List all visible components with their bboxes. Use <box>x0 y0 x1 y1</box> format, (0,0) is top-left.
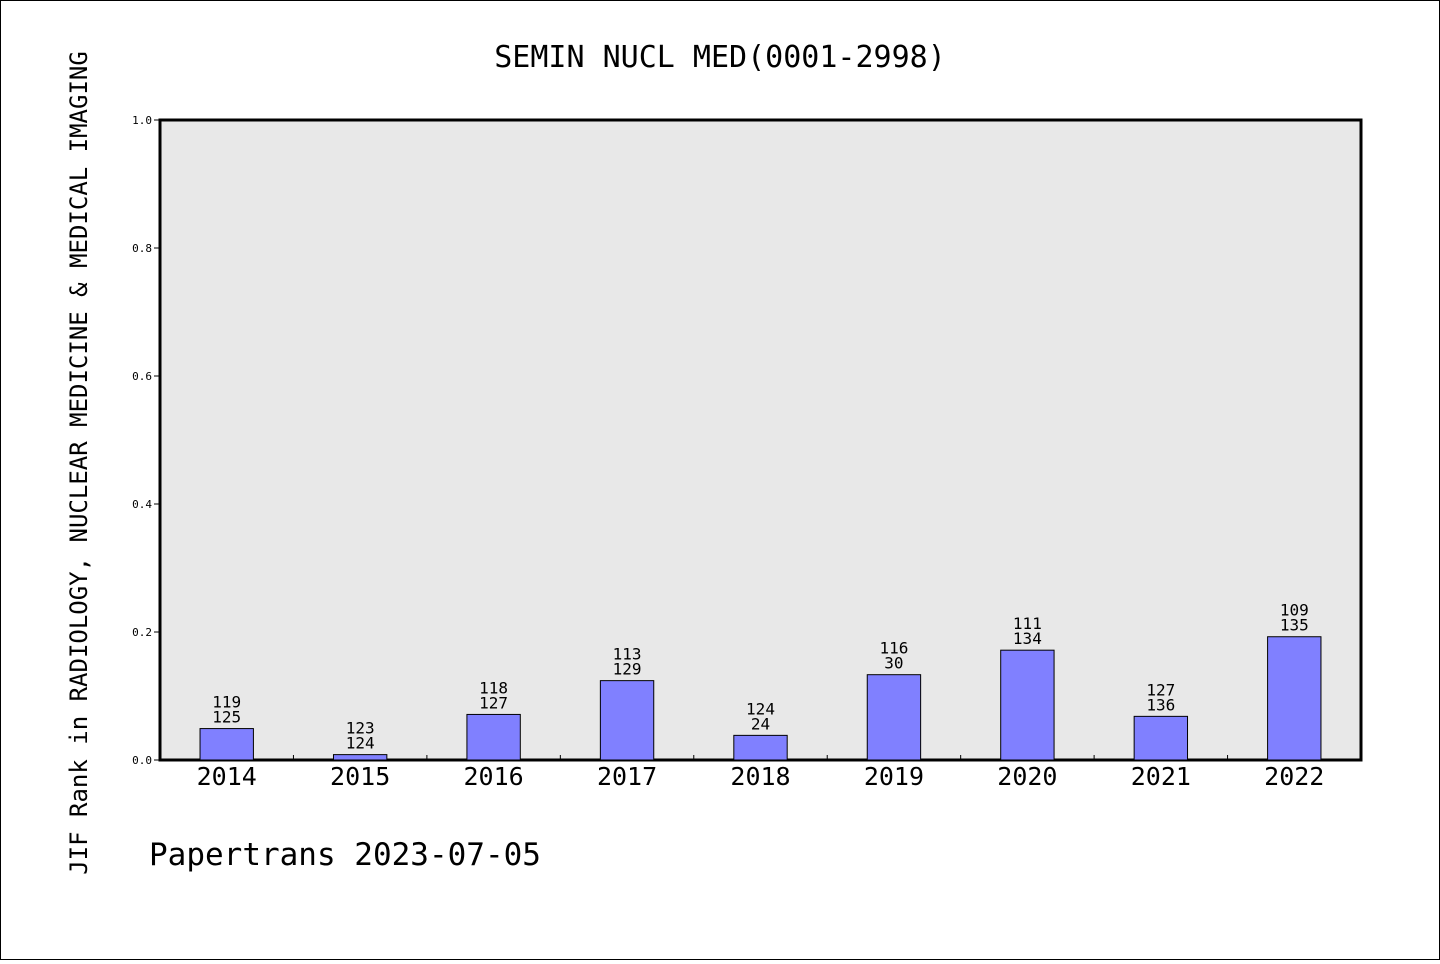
bar-label-bottom-2018: 24 <box>751 714 770 733</box>
bar-label-top-2016: 118 <box>479 678 508 697</box>
bar-2022 <box>1267 636 1322 761</box>
bar-2017 <box>599 680 655 761</box>
bar-label-bottom-2021: 136 <box>1146 695 1175 714</box>
bar-label-top-2014: 119 <box>212 693 241 712</box>
plot-area <box>158 118 1363 762</box>
bar-label-bottom-2016: 127 <box>479 693 508 712</box>
bar-label-bottom-2022: 135 <box>1280 616 1309 635</box>
x-tick-label-2015: 2015 <box>330 762 390 791</box>
bar-label-top-2020: 111 <box>1013 614 1042 633</box>
y-axis-ticks: 0.0 0.2 0.4 0.6 0.8 1.0 <box>132 114 160 767</box>
bar-label-bottom-2014: 125 <box>212 708 241 727</box>
bar-label-bottom-2017: 129 <box>613 660 642 679</box>
x-tick-label-2020: 2020 <box>997 762 1057 791</box>
bar-2015 <box>332 754 388 761</box>
bar-2014 <box>199 728 254 761</box>
bar-label-top-2015: 123 <box>346 719 375 738</box>
x-tick-label-2021: 2021 <box>1131 762 1191 791</box>
bar-label-top-2021: 127 <box>1146 680 1175 699</box>
bar-2016 <box>466 713 521 761</box>
bar-labels: 1191251231241181271131291242411630111134… <box>212 601 1308 753</box>
x-tick-label-2022: 2022 <box>1264 762 1324 791</box>
y-tick-label: 0.4 <box>132 498 152 511</box>
x-axis-ticks: 2014 2015 2016 2017 2018 2019 2020 2021 2022 <box>197 755 1324 791</box>
bar-label-bottom-2015: 124 <box>346 734 375 753</box>
bar-label-top-2022: 109 <box>1280 601 1309 620</box>
y-tick-label: 0.2 <box>132 626 152 639</box>
bar-2018 <box>733 734 788 761</box>
x-tick-label-2019: 2019 <box>864 762 924 791</box>
bar-label-top-2018: 124 <box>746 699 775 718</box>
bar-label-bottom-2019: 30 <box>884 654 903 673</box>
bar-label-top-2017: 113 <box>613 645 642 664</box>
chart-title: SEMIN NUCL MED(0001-2998) <box>494 40 946 75</box>
x-tick-label-2014: 2014 <box>197 762 257 791</box>
x-tick-label-2017: 2017 <box>597 762 657 791</box>
bar-2020 <box>1000 649 1055 761</box>
bar-2019 <box>866 674 922 761</box>
y-axis-label: JIF Rank in RADIOLOGY, NUCLEAR MEDICINE … <box>65 51 93 875</box>
y-tick-label: 0.0 <box>132 754 152 767</box>
bar-2021 <box>1133 715 1189 761</box>
bars <box>199 636 1322 761</box>
x-tick-label-2018: 2018 <box>730 762 790 791</box>
x-tick-label-2016: 2016 <box>464 762 524 791</box>
bar-label-top-2019: 116 <box>879 639 908 658</box>
bar-label-bottom-2020: 134 <box>1013 629 1042 648</box>
y-tick-label: 1.0 <box>132 114 152 127</box>
footer-credit: Papertrans 2023-07-05 <box>149 837 541 873</box>
y-tick-label: 0.6 <box>132 370 152 383</box>
y-tick-label: 0.8 <box>132 242 152 255</box>
